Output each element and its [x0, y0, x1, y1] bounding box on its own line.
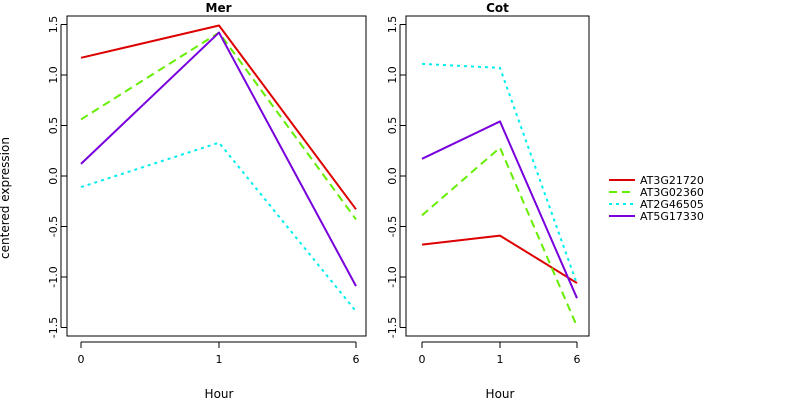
x-axis-title: Hour [205, 387, 234, 400]
x-ticks: 0 1 6 [78, 341, 360, 366]
y-tick-label: 0.5 [386, 117, 399, 135]
x-axis-title: Hour [486, 387, 515, 400]
x-tick-label: 1 [216, 353, 223, 366]
x-tick-label: 0 [78, 353, 85, 366]
legend-label: AT2G46505 [640, 198, 704, 211]
y-tick-label: -1.0 [386, 266, 399, 287]
legend-label: AT3G02360 [640, 186, 704, 199]
x-tick-label: 6 [574, 353, 581, 366]
x-tick-label: 0 [419, 353, 426, 366]
panel-mer: Mer Hour -1.5 -1.0 -0.5 0.0 0.5 1.0 1.5 0 1 6 [47, 1, 367, 400]
series-lines [80, 24, 357, 312]
series-line-at2g46505 [421, 62, 578, 285]
y-tick-label: -1.5 [386, 317, 399, 338]
plot-frame [405, 15, 590, 337]
series-line-at3g02360 [421, 146, 578, 327]
y-tick-label: -1.5 [47, 317, 60, 338]
y-tick-label: 1.0 [386, 66, 399, 84]
legend-label: AT5G17330 [640, 210, 704, 223]
y-axis-title: centered expression [0, 137, 12, 259]
y-tick-label: 1.5 [47, 16, 60, 34]
x-tick-label: 6 [353, 353, 360, 366]
y-tick-label: -0.5 [47, 216, 60, 237]
y-tick-label: 1.5 [386, 16, 399, 34]
panel-cot: Cot Hour -1.5 -1.0 -0.5 0.0 0.5 1.0 1.5 0 1 6 [386, 1, 590, 400]
y-tick-label: 0.5 [47, 117, 60, 135]
panel-title: Cot [486, 1, 509, 15]
panel-title: Mer [206, 1, 232, 15]
series-line-at3g21720 [421, 234, 578, 284]
y-tick-label: 0.0 [47, 167, 60, 185]
series-line-at3g21720 [80, 24, 357, 210]
series-line-at5g17330 [421, 120, 578, 299]
legend-label: AT3G21720 [640, 174, 704, 187]
y-ticks: -1.5 -1.0 -0.5 0.0 0.5 1.0 1.5 [47, 16, 67, 338]
y-ticks: -1.5 -1.0 -0.5 0.0 0.5 1.0 1.5 [386, 16, 406, 338]
y-tick-label: -0.5 [386, 216, 399, 237]
x-tick-label: 1 [497, 353, 504, 366]
series-lines [421, 62, 578, 327]
x-ticks: 0 1 6 [419, 341, 581, 366]
y-tick-label: 0.0 [386, 167, 399, 185]
y-tick-label: 1.0 [47, 66, 60, 84]
series-line-at2g46505 [80, 141, 357, 312]
y-tick-label: -1.0 [47, 266, 60, 287]
series-line-at5g17330 [80, 31, 357, 287]
plot-frame [66, 15, 367, 337]
